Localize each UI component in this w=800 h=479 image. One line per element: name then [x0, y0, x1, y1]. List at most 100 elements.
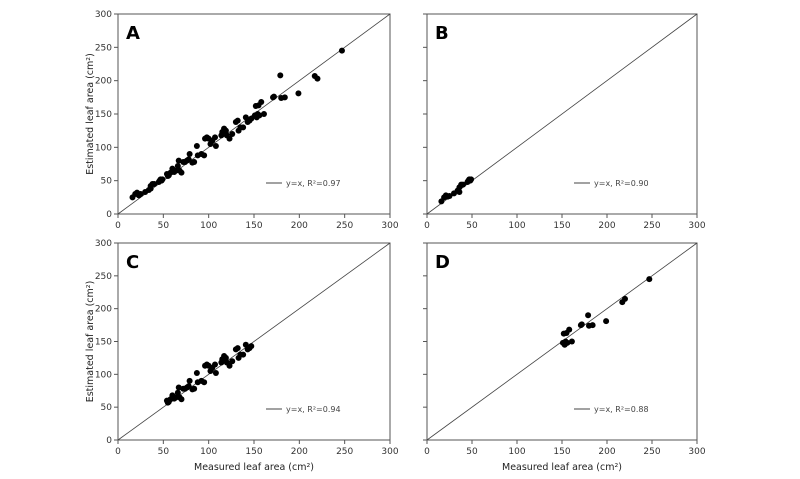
data-point [201, 379, 208, 386]
x-tick-label: 50 [466, 447, 478, 457]
data-point [446, 193, 453, 199]
panel-label: C [126, 252, 139, 273]
panel-c: 0 50 100 150 200 250 300 0 50 100 150 200 250 300 Cy=x… [85, 239, 399, 473]
data-point [603, 318, 610, 325]
data-point [260, 111, 267, 117]
x-tick-label: 0 [424, 447, 430, 457]
data-point [564, 339, 571, 346]
x-tick-label: 150 [553, 221, 570, 231]
data-point [295, 90, 302, 97]
x-axis-label: Measured leaf area (cm²) [194, 462, 314, 473]
data-point [222, 354, 229, 361]
panel-b: 0 50 100 150 200 250 300 By=x, R²=0.90 [423, 13, 706, 231]
panel-label: A [126, 23, 140, 44]
data-point [277, 72, 284, 79]
legend-label: y=x, R²=0.97 [286, 179, 341, 188]
x-tick-label: 150 [553, 447, 570, 457]
data-point [222, 127, 229, 134]
legend-label: y=x, R²=0.90 [594, 179, 649, 188]
data-point [270, 93, 277, 100]
data-point [646, 276, 653, 283]
x-tick-label: 300 [381, 221, 398, 231]
data-point [256, 112, 263, 119]
data-point [568, 338, 575, 345]
y-tick-label: 200 [95, 305, 112, 315]
data-point [464, 179, 471, 185]
y-tick-label: 150 [95, 338, 112, 348]
legend-label: y=x, R²=0.88 [594, 405, 649, 414]
data-point [578, 321, 585, 328]
x-tick-label: 50 [466, 221, 478, 231]
data-point [212, 361, 219, 368]
data-point [175, 384, 182, 391]
data-point [234, 345, 241, 352]
data-point [229, 131, 236, 137]
x-tick-label: 200 [598, 447, 615, 457]
data-point [212, 143, 219, 149]
data-point [566, 326, 573, 333]
y-tick-label: 100 [95, 370, 112, 380]
data-point [186, 377, 193, 384]
x-tick-label: 300 [381, 447, 398, 457]
y-tick-label: 150 [95, 110, 112, 120]
y-tick-label: 250 [95, 272, 112, 282]
x-tick-label: 50 [158, 221, 170, 231]
data-point [234, 117, 241, 124]
data-point [178, 396, 185, 403]
data-point [622, 295, 628, 302]
data-point [248, 343, 255, 350]
x-tick-label: 100 [508, 447, 525, 457]
x-tick-label: 250 [643, 221, 660, 231]
data-point [193, 143, 200, 149]
data-point [175, 157, 182, 164]
x-tick-label: 50 [158, 447, 170, 457]
data-point [240, 351, 247, 358]
x-tick-label: 200 [291, 221, 308, 231]
x-axis-label: Measured leaf area (cm²) [502, 462, 622, 473]
y-axis-label: Estimated leaf area (cm²) [85, 281, 96, 403]
y-tick-label: 300 [95, 239, 112, 249]
x-tick-label: 200 [291, 447, 308, 457]
data-point [456, 189, 463, 195]
panel-label: B [435, 23, 449, 44]
x-tick-label: 200 [598, 221, 615, 231]
data-point [240, 124, 247, 131]
data-point [201, 152, 208, 159]
data-point [186, 151, 193, 157]
data-point [151, 181, 158, 187]
data-point [193, 370, 200, 377]
x-tick-label: 0 [115, 221, 121, 231]
data-point [147, 185, 154, 192]
x-tick-label: 250 [336, 447, 353, 457]
data-point [229, 358, 236, 365]
data-point [212, 370, 219, 377]
panel-label: D [435, 252, 450, 273]
x-tick-label: 300 [688, 447, 705, 457]
x-tick-label: 150 [245, 221, 262, 231]
data-point [314, 75, 321, 82]
data-point [155, 179, 162, 185]
data-point [137, 191, 144, 197]
data-point [226, 135, 233, 142]
x-tick-label: 100 [200, 447, 217, 457]
x-tick-label: 0 [115, 447, 121, 457]
x-tick-label: 250 [336, 221, 353, 231]
y-axis-label: Estimated leaf area (cm²) [85, 53, 96, 175]
x-tick-label: 0 [424, 221, 430, 231]
data-point [174, 389, 181, 396]
y-tick-label: 200 [95, 77, 112, 87]
legend-label: y=x, R²=0.94 [286, 405, 341, 414]
y-tick-label: 50 [101, 177, 113, 187]
y-tick-label: 300 [95, 10, 112, 20]
data-point [338, 47, 345, 54]
x-tick-label: 150 [245, 447, 262, 457]
data-point [212, 134, 219, 141]
data-point [585, 312, 592, 319]
data-point [226, 362, 233, 369]
reference-line [117, 242, 391, 441]
x-tick-label: 100 [508, 221, 525, 231]
data-point [191, 159, 198, 165]
panel-d: 0 50 100 150 200 250 300 Dy=x, R²=0.88 Measured … [423, 242, 706, 473]
y-tick-label: 100 [95, 143, 112, 153]
data-point [258, 99, 265, 105]
